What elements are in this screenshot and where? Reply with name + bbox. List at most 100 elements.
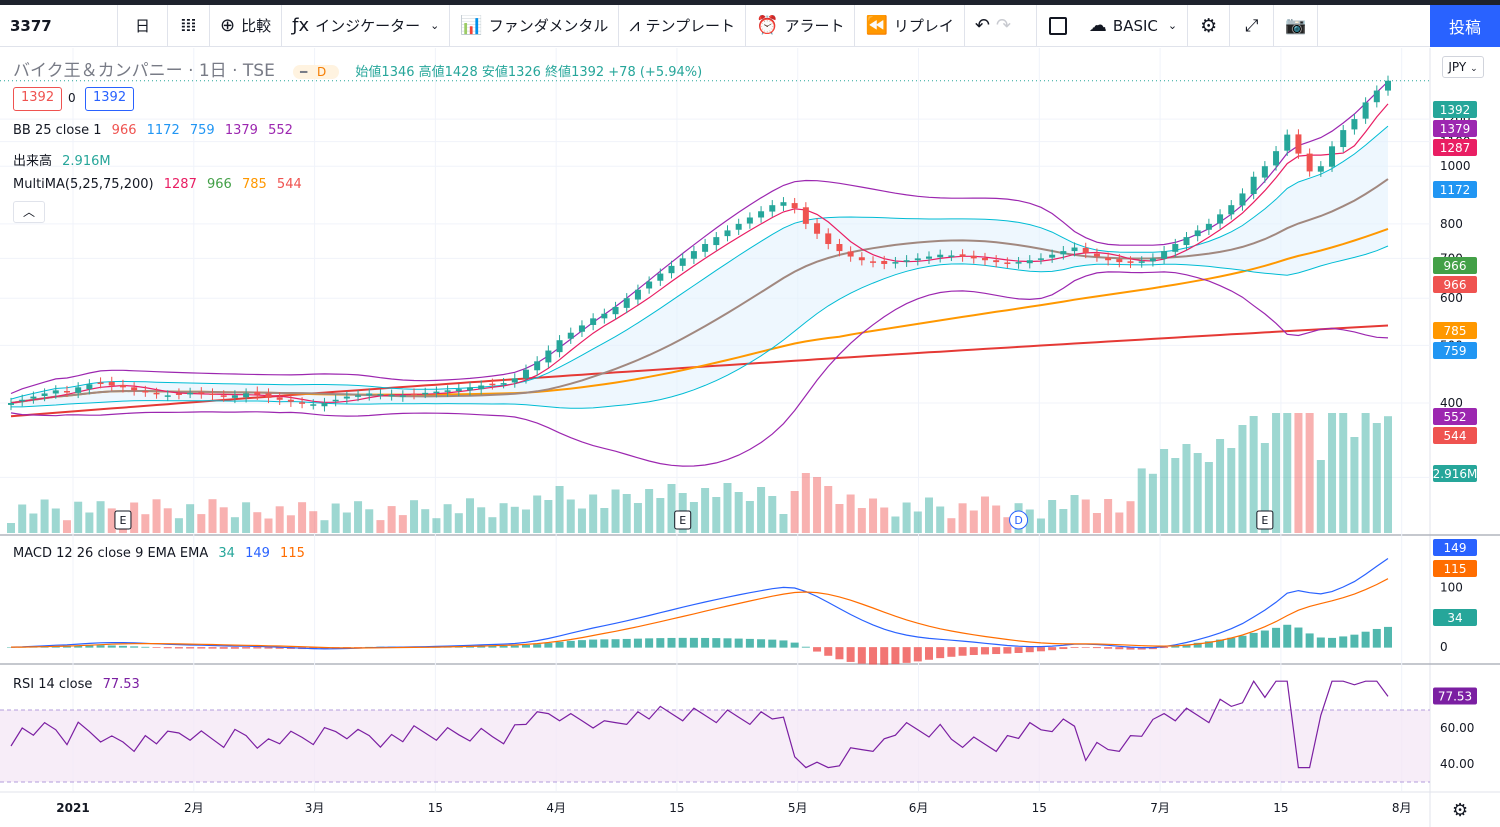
- macd-histogram-bar: [1182, 644, 1191, 648]
- currency-select[interactable]: JPY ⌄: [1442, 56, 1484, 78]
- macd-hist: 34: [218, 546, 235, 561]
- candle-body: [411, 393, 418, 395]
- macd-histogram-bar: [678, 637, 687, 648]
- volume-bar: [219, 507, 228, 533]
- volume-bar: [342, 512, 351, 533]
- chart-canvas[interactable]: 30040050060070080010001100120020212月3月15…: [0, 48, 1500, 827]
- undo-icon[interactable]: ↶: [974, 15, 991, 36]
- sell-button[interactable]: 1392: [13, 87, 63, 111]
- x-tick-label: 15: [669, 801, 684, 815]
- macd-histogram-bar: [477, 645, 486, 648]
- macd-histogram-bar: [1115, 647, 1124, 650]
- volume-bar: [1294, 413, 1303, 533]
- volume-bar: [656, 498, 665, 533]
- screenshot-button[interactable]: 📷: [1274, 4, 1319, 47]
- volume-bar: [1272, 413, 1281, 533]
- candle-body: [63, 390, 70, 393]
- volume-bar: [421, 509, 430, 533]
- templates-label: テンプレート: [645, 17, 736, 35]
- publish-button[interactable]: 投稿: [1430, 4, 1500, 47]
- macd-histogram-bar: [925, 647, 933, 660]
- fullscreen-box-button[interactable]: [1037, 5, 1079, 47]
- volume-bar: [622, 494, 631, 533]
- candle-body: [1004, 262, 1011, 264]
- candle-body: [1362, 102, 1369, 119]
- macd-histogram-bar: [846, 647, 855, 662]
- macd-axis-label-bg: [1433, 609, 1477, 626]
- indicators-button[interactable]: ƒx インジケーター ⌄: [282, 4, 451, 47]
- macd-histogram-bar: [633, 638, 642, 648]
- volume-bar: [745, 501, 754, 533]
- macd-histogram-bar: [969, 647, 978, 655]
- ma75-value: 785: [241, 177, 267, 192]
- alert-button[interactable]: ⏰ アラート: [746, 4, 856, 47]
- macd-histogram-bar: [208, 647, 217, 649]
- candle-body: [892, 262, 899, 264]
- volume-bar: [1160, 449, 1169, 533]
- candle-body: [825, 233, 832, 245]
- volume-bar: [1216, 439, 1225, 533]
- macd-histogram-bar: [1316, 637, 1325, 648]
- candle-body: [1306, 153, 1313, 172]
- candle-body: [119, 384, 126, 388]
- candle-body: [1351, 119, 1358, 130]
- macd-histogram-bar: [891, 647, 900, 665]
- macd-histogram-bar: [1328, 637, 1337, 648]
- fundamentals-button[interactable]: 📊 ファンダメンタル: [450, 4, 620, 47]
- price-axis-label-bg: [1433, 101, 1477, 118]
- volume-bar: [667, 484, 676, 533]
- chart-settings-gear-icon[interactable]: ⚙: [1452, 800, 1469, 821]
- macd-histogram-bar: [1283, 624, 1292, 648]
- symbol-search[interactable]: 3377: [0, 4, 118, 47]
- y-tick-label: 800: [1440, 217, 1463, 231]
- page-title: バイク王＆カンパニー · 1日 · TSE: [13, 61, 275, 81]
- candle-body: [914, 258, 921, 261]
- settings-button[interactable]: ⚙: [1188, 4, 1231, 47]
- layout-button[interactable]: ☁ BASIC ⌄: [1079, 4, 1189, 47]
- volume-bar: [488, 517, 497, 533]
- macd-histogram-bar: [1249, 632, 1258, 648]
- candle-body: [959, 254, 966, 257]
- volume-bar: [645, 489, 654, 533]
- volume-bar: [331, 503, 340, 533]
- rewind-icon: ⏪: [865, 15, 888, 36]
- candle-body: [937, 254, 944, 258]
- candle-body: [556, 340, 563, 353]
- candle-body: [758, 211, 765, 218]
- compare-button[interactable]: ⊕ 比較: [210, 4, 283, 47]
- macd-histogram-bar: [107, 645, 116, 648]
- macd-histogram-bar: [141, 646, 150, 648]
- candle-body: [981, 258, 988, 261]
- candle-body: [1284, 134, 1291, 151]
- price-axis-label: 1172: [1440, 183, 1471, 197]
- expand-icon: ⤢: [1244, 15, 1259, 36]
- volume-bar: [1361, 413, 1370, 533]
- price-axis-label: 966: [1444, 278, 1467, 292]
- volume-bar: [633, 503, 642, 533]
- candle-body: [1261, 166, 1268, 178]
- candle-body: [814, 223, 821, 234]
- candle-body: [522, 369, 529, 379]
- candle-body: [1317, 166, 1324, 172]
- macd-histogram-bar: [902, 647, 911, 663]
- candle-body: [926, 256, 932, 259]
- macd-histogram-bar: [701, 637, 710, 648]
- x-tick-label: 3月: [305, 801, 325, 815]
- macd-histogram-bar: [275, 647, 284, 649]
- volume-bar: [1249, 416, 1258, 533]
- candle-body: [1060, 251, 1067, 255]
- candle-body: [254, 391, 261, 395]
- fullscreen-button[interactable]: ⤢: [1230, 4, 1275, 47]
- interval-button[interactable]: 日: [118, 4, 168, 47]
- replay-button[interactable]: ⏪ リプレイ: [855, 4, 965, 47]
- chart-type-button[interactable]: 𝍖: [168, 4, 210, 47]
- top-toolbar: 3377 日 𝍖 ⊕ 比較 ƒx インジケーター ⌄ 📊 ファンダメンタル ⩘ …: [0, 4, 1500, 47]
- redo-icon[interactable]: ↷: [996, 15, 1012, 36]
- templates-button[interactable]: ⩘ テンプレート: [619, 4, 747, 47]
- buy-button[interactable]: 1392: [85, 87, 135, 111]
- macd-histogram-bar: [600, 639, 609, 648]
- earnings-marker: [674, 510, 692, 530]
- candle-body: [780, 202, 787, 206]
- collapse-legend-button[interactable]: ︿: [13, 201, 45, 223]
- candle-body: [310, 404, 317, 406]
